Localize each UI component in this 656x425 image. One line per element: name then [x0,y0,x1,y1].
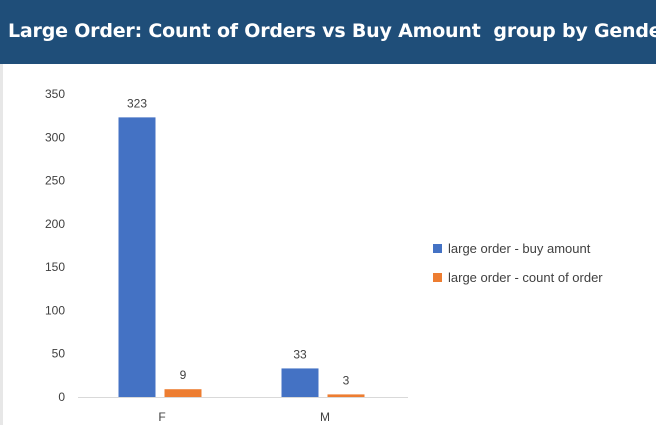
y-tick-label: 0 [58,390,65,404]
bar-count-of-order-m [327,394,365,397]
data-label: 3 [343,373,350,387]
y-tick-label: 50 [52,347,66,361]
y-tick-label: 100 [45,303,65,317]
x-tick-label-m: M [320,410,330,424]
data-label: 323 [127,96,147,110]
legend-item-buy-amount: large order - buy amount [433,234,603,263]
chart-title-bar: Large Order: Count of Orders vs Buy Amou… [0,0,656,64]
y-tick-label: 150 [45,260,65,274]
legend: large order - buy amount large order - c… [433,234,603,292]
legend-swatch-count-of-order [433,273,442,282]
left-edge-strip [0,64,3,425]
legend-label-buy-amount: large order - buy amount [448,241,591,256]
legend-item-count-of-order: large order - count of order [433,263,603,292]
y-tick-label: 300 [45,130,65,144]
y-axis: 0 50 100 150 200 250 300 350 [45,87,65,404]
legend-swatch-buy-amount [433,244,442,253]
bars: 323 33 9 3 [118,96,365,398]
bar-buy-amount-f [118,117,156,398]
bar-buy-amount-m [281,368,319,397]
y-tick-label: 200 [45,217,65,231]
y-tick-label: 250 [45,174,65,188]
bar-count-of-order-f [164,389,202,397]
x-tick-label-f: F [158,410,165,424]
data-label: 33 [293,347,307,361]
data-label: 9 [180,368,187,382]
legend-label-count-of-order: large order - count of order [448,270,603,285]
y-tick-label: 350 [45,87,65,101]
chart-title: Large Order: Count of Orders vs Buy Amou… [8,20,656,42]
